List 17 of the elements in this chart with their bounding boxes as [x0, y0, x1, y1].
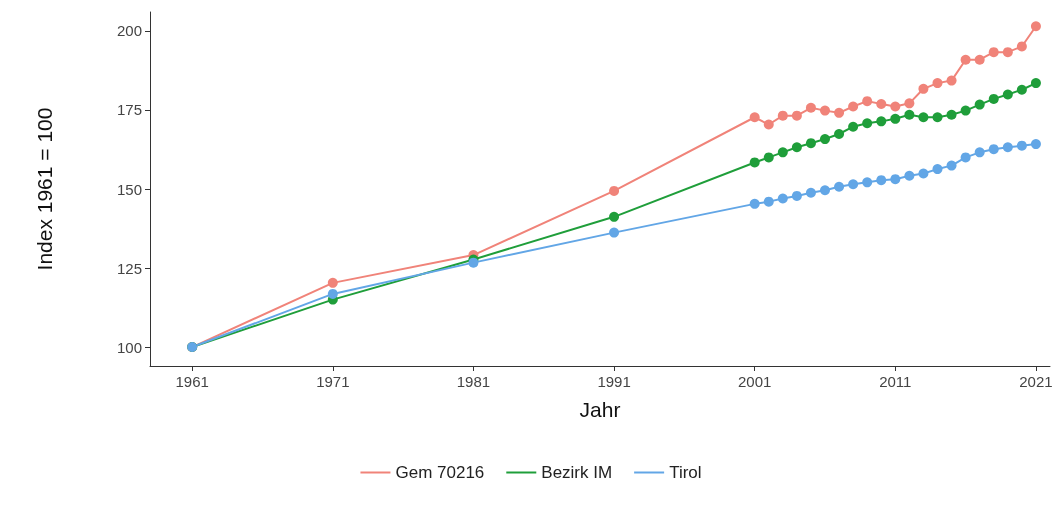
- x-tick-label: 2001: [738, 373, 772, 390]
- y-tick-label: 150: [116, 180, 142, 198]
- x-tick-label: 2021: [1019, 373, 1053, 390]
- x-tick-label: 1961: [175, 373, 209, 390]
- x-tick-label: 2011: [879, 373, 912, 390]
- legend-label: Gem 70216: [395, 463, 485, 482]
- y-tick-label: 100: [116, 338, 142, 356]
- y-tick-label: 200: [116, 22, 142, 40]
- x-axis-title: Jahr: [579, 398, 621, 421]
- x-tick-label: 1981: [456, 373, 491, 390]
- legend-label: Tirol: [669, 463, 702, 482]
- y-tick-label: 125: [116, 259, 142, 277]
- y-tick-label: 175: [116, 101, 142, 119]
- x-tick-label: 1971: [316, 373, 350, 390]
- legend-label: Bezirk IM: [541, 463, 613, 482]
- x-tick-label: 1991: [597, 373, 631, 390]
- y-axis-title: Index 1961 = 100: [33, 107, 56, 271]
